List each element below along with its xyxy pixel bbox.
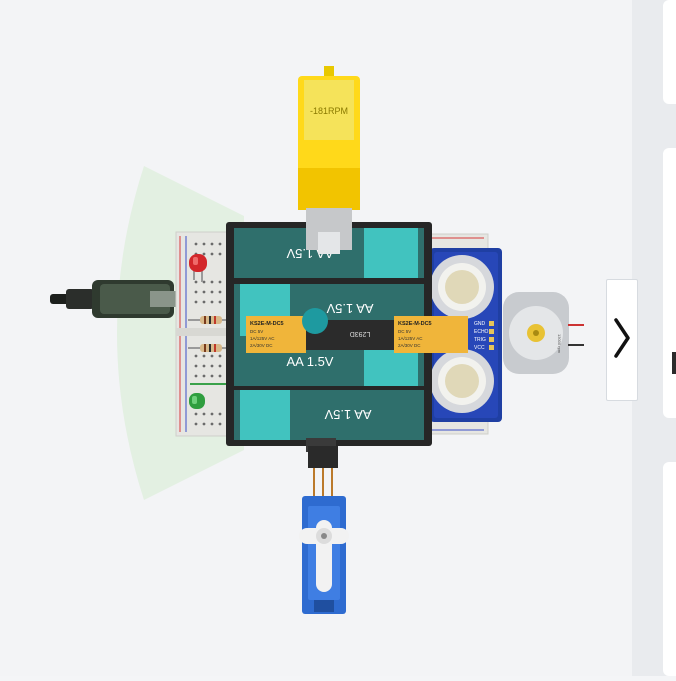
relay-model-label: KS2E-M-DC5 — [398, 321, 432, 327]
panel-edge-marker — [672, 352, 676, 374]
relay-spec-label: DC 5V — [398, 329, 411, 334]
resistor[interactable] — [188, 316, 232, 324]
panel-card — [663, 462, 676, 676]
relay-spec-label: 1A/125V AC — [398, 336, 423, 341]
panel-card — [663, 148, 676, 418]
sensor-pin-label: ECHO — [474, 329, 489, 335]
motor-rpm-label: -181RPM — [310, 106, 348, 116]
battery-label: AA 1.5V — [326, 301, 373, 316]
panel-card — [663, 0, 676, 104]
relay-module-left[interactable]: KS2E-M-DC5 DC 5V 1A/125V AC 2A/30V DC — [246, 316, 306, 353]
sensor-pin-label: GND — [474, 321, 486, 327]
relay-model-label: KS2E-M-DC5 — [250, 321, 284, 327]
servo-motor[interactable] — [299, 446, 349, 614]
chevron-right-icon — [614, 317, 630, 363]
relay-spec-label: 1A/125V AC — [250, 336, 275, 341]
capacitor[interactable] — [302, 308, 328, 334]
relay-spec-label: DC 5V — [250, 329, 263, 334]
red-led[interactable] — [189, 254, 207, 282]
sensor-pin-label: TRIG — [474, 337, 486, 343]
dc-gear-motor[interactable]: -181RPM — [298, 66, 360, 254]
relay-spec-label: 2A/30V DC — [250, 343, 273, 348]
relay-module-right[interactable]: KS2E-M-DC5 DC 5V 1A/125V AC 2A/30V DC — [394, 316, 468, 353]
vibration-motor[interactable]: 13000 rpm — [503, 292, 584, 374]
relay-spec-label: 2A/30V DC — [398, 343, 421, 348]
driver-ic-label: L293D — [350, 330, 371, 337]
resistor[interactable] — [188, 344, 232, 352]
green-led[interactable] — [189, 393, 205, 409]
usb-cable[interactable] — [50, 280, 178, 318]
battery-label: AA 1.5V — [287, 354, 334, 369]
circuit-canvas[interactable]: GND ECHO TRIG VCC 13000 rpm AA 1.5V AA 1… — [0, 0, 632, 676]
vibration-motor-label: 13000 rpm — [557, 334, 562, 354]
panel-collapse-button[interactable] — [606, 279, 638, 401]
battery-label: AA 1.5V — [324, 407, 371, 422]
sensor-pin-label: VCC — [474, 345, 485, 351]
